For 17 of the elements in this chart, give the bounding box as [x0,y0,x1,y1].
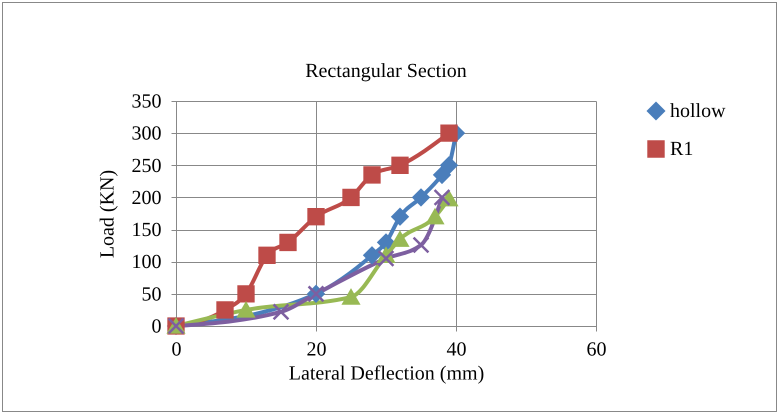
chart-title: Rectangular Section [305,60,467,82]
x-tick-label: 60 [586,338,606,360]
legend-label: hollow [670,100,726,122]
y-tick-label: 0 [152,316,162,338]
x-tick-label: 40 [446,338,466,360]
legend-label: R1 [670,138,694,160]
x-tick-label: 20 [306,338,326,360]
y-axis-title: Load (KN) [96,170,118,258]
y-tick-label: 150 [132,219,162,242]
x-axis-title: Lateral Deflection (mm) [288,362,484,384]
y-tick-label: 350 [132,90,162,112]
y-tick-label: 100 [132,251,162,274]
y-tick-label: 300 [132,122,162,145]
y-tick-label: 200 [132,186,162,209]
y-tick-label: 250 [132,154,162,177]
x-tick-label: 0 [172,338,182,360]
y-tick-label: 50 [142,283,162,306]
